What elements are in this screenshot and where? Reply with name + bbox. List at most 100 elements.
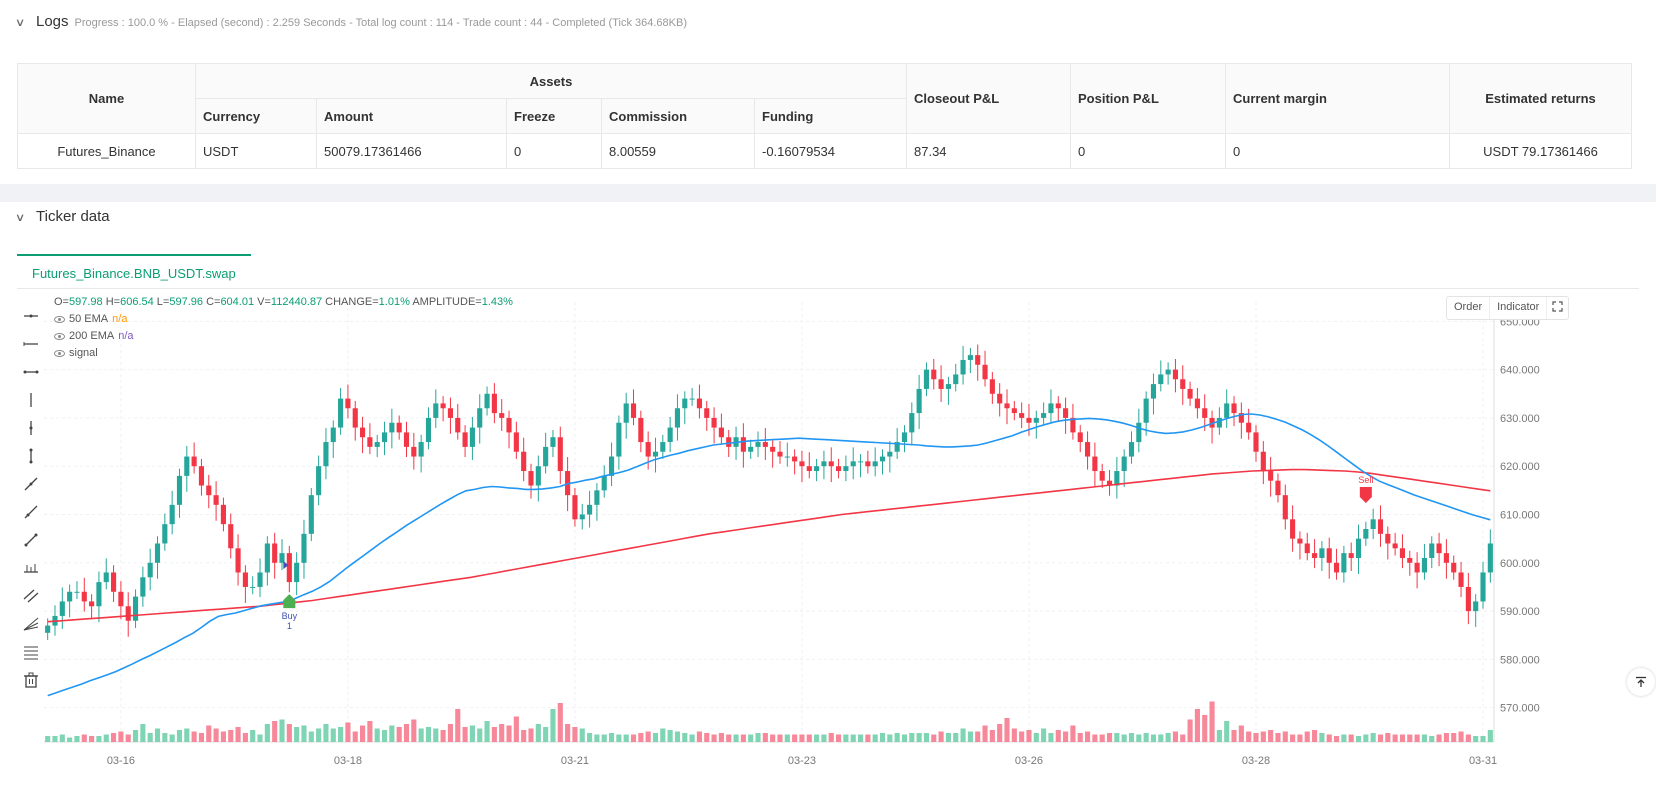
candle-body (279, 553, 285, 563)
candle-body (1363, 528, 1369, 539)
volume-bar (535, 724, 541, 742)
candle-body (1033, 417, 1039, 423)
ticker-header[interactable]: ∨ Ticker data (14, 208, 110, 225)
volume-bar (1106, 733, 1113, 742)
horizontal-segment-icon[interactable] (20, 358, 42, 386)
legend-ema200-value: n/a (118, 330, 134, 342)
col-closeout-pl: Closeout P&L (906, 63, 1071, 134)
candle-body (762, 442, 768, 447)
volume-bar (59, 734, 65, 742)
candle-body (1458, 572, 1464, 587)
candle-body (1041, 413, 1047, 418)
scroll-to-latest-icon[interactable] (1627, 668, 1655, 696)
fibonacci-retracement-icon[interactable] (20, 638, 42, 666)
vertical-ray-icon[interactable] (20, 414, 42, 442)
candle-body (821, 461, 827, 467)
chevron-down-icon[interactable]: ∨ (14, 17, 26, 29)
volume-bar (1297, 734, 1303, 742)
chevron-down-icon[interactable]: ∨ (14, 212, 26, 224)
parallel-channel-icon[interactable] (20, 582, 42, 610)
legend-ema200[interactable]: 200 EMA n/a (54, 330, 134, 342)
volume-bar (1041, 728, 1047, 742)
indicator-button[interactable]: Indicator (1490, 297, 1548, 319)
y-tick-label: 610.000 (1500, 510, 1540, 522)
volume-bar (316, 728, 322, 742)
candle-body (1121, 456, 1127, 472)
x-tick-label: 03-23 (788, 755, 816, 767)
volume-bar (967, 731, 973, 742)
volume-bar (1355, 736, 1362, 742)
legend-signal[interactable]: signal (54, 347, 98, 359)
candle-body (469, 427, 475, 447)
candle-body (228, 524, 234, 549)
eye-icon[interactable] (54, 332, 65, 340)
fullscreen-icon[interactable] (1547, 297, 1568, 319)
volume-bar (169, 734, 175, 742)
volume-bar (945, 733, 951, 742)
volume-bar (1150, 734, 1157, 742)
volume-bar (1187, 719, 1193, 742)
volume-bar (982, 725, 988, 742)
volume-bar (1407, 734, 1413, 742)
candle-body (235, 548, 241, 573)
candle-body (1443, 553, 1449, 563)
candlestick-chart[interactable]: 650.000640.000630.000620.000610.000600.0… (44, 302, 1584, 789)
candle-body (997, 393, 1003, 404)
buy-signal-count: 1 (287, 621, 292, 631)
candle-body (154, 543, 161, 563)
ray-line-icon[interactable] (20, 498, 42, 526)
trend-line-icon[interactable] (20, 470, 42, 498)
eye-icon[interactable] (54, 315, 65, 323)
candle-body (67, 591, 73, 602)
candle-body (1319, 548, 1325, 558)
candle-body (1268, 471, 1274, 481)
tab-divider (17, 288, 1639, 289)
vertical-line-icon[interactable] (20, 386, 42, 414)
volume-bar (1304, 731, 1310, 742)
volume-bar (923, 733, 930, 742)
horizontal-line-icon[interactable] (20, 330, 42, 358)
tab-bnb-usdt-swap[interactable]: Futures_Binance.BNB_USDT.swap (17, 254, 251, 289)
eye-icon[interactable] (54, 349, 65, 357)
horizontal-ray-icon[interactable] (20, 302, 42, 330)
col-current-margin: Current margin (1225, 63, 1450, 134)
candle-body (484, 393, 490, 409)
segment-line-icon[interactable] (20, 526, 42, 554)
trash-icon[interactable] (20, 666, 42, 694)
volume-bar (1348, 734, 1354, 742)
volume-bar (565, 724, 571, 742)
volume-bar (828, 733, 834, 742)
price-line-icon[interactable] (20, 554, 42, 582)
cell-commission: 8.00559 (601, 133, 755, 169)
candle-body (660, 442, 666, 452)
y-tick-label: 620.000 (1500, 461, 1540, 473)
logs-header[interactable]: ∨ Logs Progress : 100.0 % - Elapsed (sec… (14, 13, 687, 30)
volume-bar (748, 734, 754, 742)
candle-body (1355, 538, 1362, 558)
fibonacci-fan-icon[interactable] (20, 610, 42, 638)
ticker-title: Ticker data (36, 208, 110, 225)
logs-panel: ∨ Logs Progress : 100.0 % - Elapsed (sec… (0, 0, 1656, 184)
volume-bar (499, 724, 505, 742)
candle-body (543, 446, 549, 467)
candle-body (938, 379, 944, 389)
volume-bar (857, 734, 864, 742)
candle-body (1392, 543, 1398, 549)
candle-body (96, 582, 102, 607)
volume-bar (689, 734, 695, 742)
cell-funding: -0.16079534 (754, 133, 907, 169)
order-button[interactable]: Order (1447, 297, 1491, 319)
col-name: Name (17, 63, 196, 134)
candle-body (945, 384, 951, 389)
candle-body (1092, 456, 1098, 472)
change-value: 1.01% (378, 296, 410, 308)
candle-body (294, 562, 300, 583)
candle-body (1231, 403, 1237, 414)
volume-bar (411, 719, 417, 742)
volume-bar (572, 727, 578, 742)
x-tick-label: 03-28 (1242, 755, 1270, 767)
volume-bar (52, 736, 58, 742)
legend-ema50[interactable]: 50 EMA n/a (54, 313, 127, 325)
volume-bar (1209, 701, 1215, 742)
vertical-segment-icon[interactable] (20, 442, 42, 470)
